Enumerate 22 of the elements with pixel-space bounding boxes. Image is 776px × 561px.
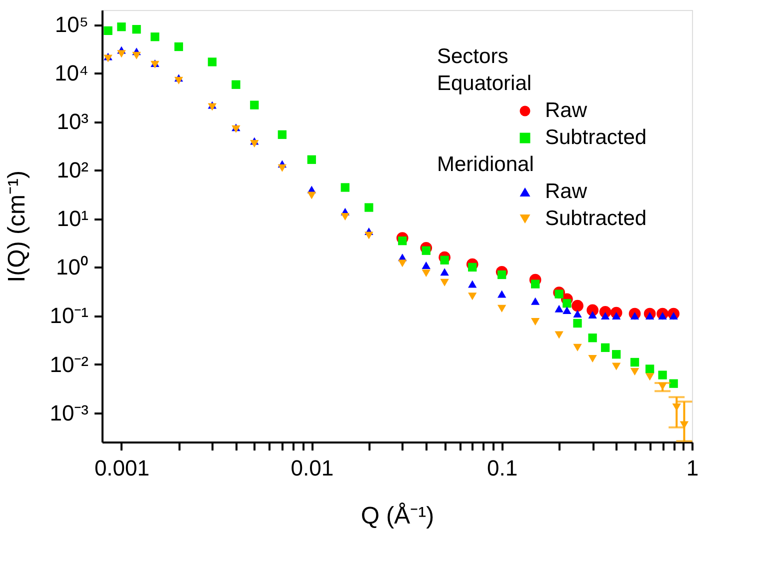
x-tick-label: 0.001 <box>94 456 150 480</box>
y-tick-label: 10³ <box>56 109 88 134</box>
annotation: Equatorial <box>437 72 532 95</box>
legend-label: Subtracted <box>545 126 647 149</box>
legend-label: Raw <box>545 99 588 122</box>
legend-label: Subtracted <box>545 207 647 230</box>
y-tick-label: 10⁻³ <box>50 400 88 426</box>
x-tick-label: 0.01 <box>290 456 334 480</box>
y-tick-label: 10⁻² <box>50 352 88 377</box>
y-axis-title: I(Q) (cm⁻¹) <box>4 170 31 282</box>
legend-label: Raw <box>545 180 588 203</box>
y-tick-label: 10⁴ <box>54 60 88 86</box>
x-tick-label: 1 <box>686 456 699 480</box>
y-tick-label: 10⁻¹ <box>50 303 88 328</box>
y-tick-label: 10¹ <box>56 206 88 232</box>
y-tick-label: 10² <box>56 158 88 183</box>
y-tick-label: 10⁵ <box>54 12 88 38</box>
annotation: Meridional <box>437 153 534 176</box>
x-tick-label: 0.1 <box>487 456 518 480</box>
legend-title: Sectors <box>437 45 508 68</box>
y-tick-label: 10⁰ <box>56 254 88 280</box>
x-axis-title: Q (Å⁻¹) <box>360 502 434 530</box>
